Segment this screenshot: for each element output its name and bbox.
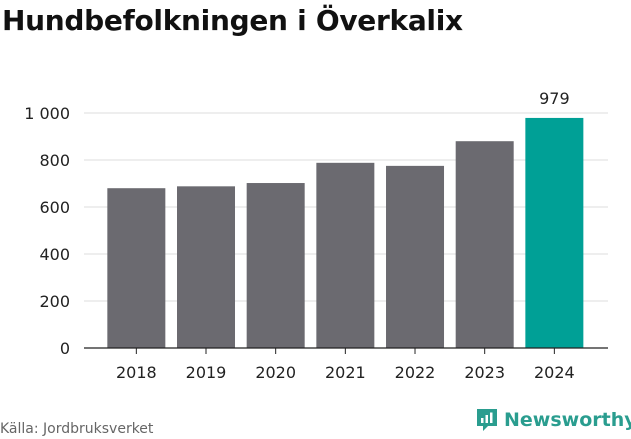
y-tick-label: 600 [39,198,70,217]
source-credit: Källa: Jordbruksverket [0,421,154,437]
x-tick-label: 2021 [325,363,366,382]
y-tick-label: 1 000 [24,104,70,123]
data-label: 979 [539,89,570,108]
newsworthy-logo-icon [477,409,497,431]
bar [386,165,445,348]
x-tick-label: 2023 [464,363,505,382]
bar [455,141,514,348]
x-tick-label: 2024 [534,363,575,382]
bar [525,117,584,348]
bar [246,183,305,348]
brand-name: Newsworthy [504,409,631,431]
bar [316,162,375,348]
y-tick-label: 400 [39,245,70,264]
y-tick-label: 800 [39,151,70,170]
bar [107,188,166,348]
bar [177,186,236,348]
x-tick-label: 2020 [255,363,296,382]
y-tick-label: 200 [39,292,70,311]
bar-chart: 0 200 400 600 800 1 000 2018 2019 2020 2021 2022 20… [24,89,608,382]
brand-logo[interactable]: Newsworthy [476,408,631,432]
x-tick-label: 2019 [186,363,227,382]
x-tick-label: 2022 [395,363,436,382]
y-tick-label: 0 [60,339,70,358]
x-tick-label: 2018 [116,363,157,382]
chart-title: Hundbefolkningen i Överkalix [2,4,463,37]
